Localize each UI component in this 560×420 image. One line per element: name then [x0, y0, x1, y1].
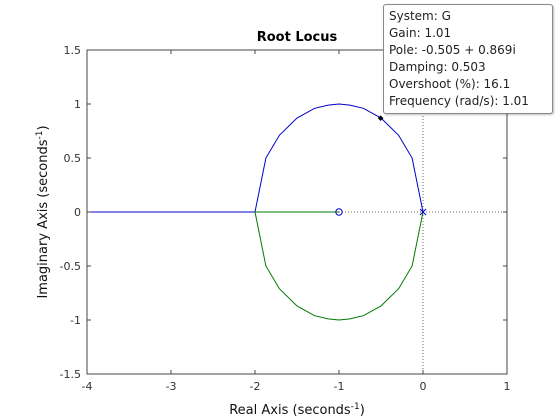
pole-marker — [419, 208, 427, 216]
y-tick-label: 0.5 — [64, 152, 82, 165]
datatip-pole: Pole: -0.505 + 0.869i — [389, 43, 516, 57]
datatip-box[interactable]: System: G Gain: 1.01 Pole: -0.505 + 0.86… — [383, 4, 553, 114]
locus-branch-1 — [87, 103, 424, 213]
x-axis-exponent: -1 — [351, 402, 360, 412]
y-axis-title: Imaginary Axis (seconds-1) — [35, 125, 51, 298]
y-tick-label: 0 — [74, 206, 81, 219]
x-tick-label: -2 — [250, 380, 261, 393]
x-tick-label: 0 — [420, 380, 427, 393]
y-tick-label: 1 — [74, 98, 81, 111]
x-tick-label: -4 — [82, 380, 93, 393]
datatip-system: System: G — [389, 9, 451, 23]
y-tick-label: 1.5 — [64, 44, 82, 57]
x-tick-label: -3 — [166, 380, 177, 393]
chart-title: Root Locus — [257, 30, 338, 45]
datatip-overshoot: Overshoot (%): 16.1 — [389, 77, 511, 91]
x-tick-label: -1 — [334, 380, 345, 393]
x-tick-label: 1 — [504, 380, 511, 393]
datatip-gain: Gain: 1.01 — [389, 26, 452, 40]
selected-point-marker[interactable] — [377, 115, 384, 121]
x-axis-title: Real Axis (seconds-1) — [229, 402, 365, 418]
y-tick-label: -1 — [70, 314, 81, 327]
y-axis-exponent: -1 — [35, 131, 45, 140]
y-tick-label: -0.5 — [60, 260, 81, 273]
locus-branch-2 — [254, 211, 424, 321]
datatip-damping: Damping: 0.503 — [389, 60, 486, 74]
datatip-frequency: Frequency (rad/s): 1.01 — [389, 94, 529, 108]
y-tick-label: -1.5 — [60, 368, 81, 381]
zero-marker — [335, 208, 343, 216]
